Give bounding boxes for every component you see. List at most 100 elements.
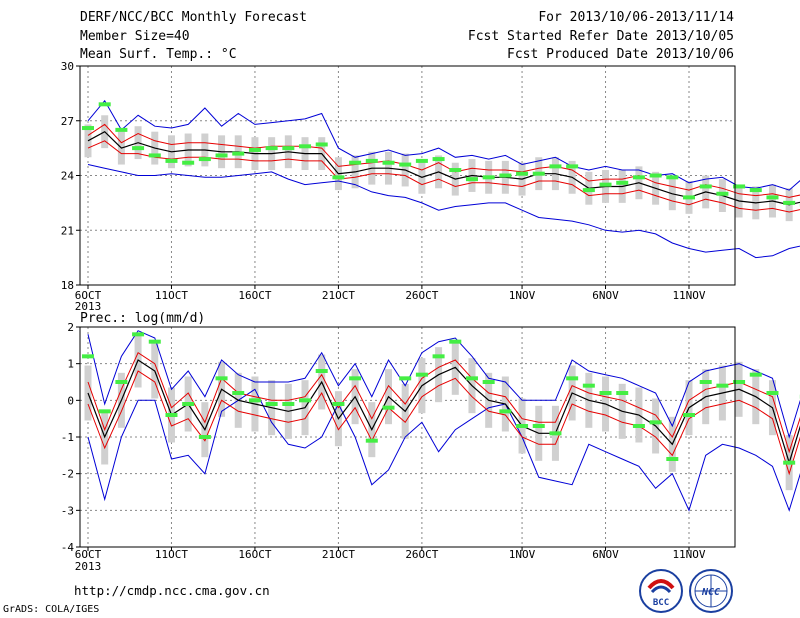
temp-xtick-label: 11NOV — [672, 289, 705, 302]
precip-marker — [382, 405, 395, 410]
precip-min-line — [87, 330, 800, 439]
temp-ytick-label: 21 — [61, 224, 74, 237]
temp-xtick-label: 21OCT — [322, 289, 355, 302]
temp-marker — [549, 164, 562, 169]
temp-marker — [282, 146, 295, 151]
temp-marker — [382, 160, 395, 165]
precip-marker — [766, 391, 779, 395]
temp-marker — [582, 188, 595, 193]
temp-marker — [132, 146, 145, 151]
precip-panel-title: Prec.: log(mm/d) — [80, 311, 206, 326]
temp-marker — [98, 102, 111, 107]
precip-marker — [399, 376, 412, 381]
figure-title: DERF/NCC/BCC Monthly Forecast — [80, 10, 307, 25]
precip-marker — [616, 391, 629, 395]
temp-marker — [165, 158, 178, 163]
temp-marker — [766, 195, 779, 200]
precip-xtick-label: 6NOV — [592, 548, 619, 561]
temp-marker — [599, 182, 612, 187]
temp-marker — [432, 157, 445, 162]
precip-marker — [582, 383, 595, 388]
precip-lower-line — [87, 370, 800, 476]
temp-marker — [299, 144, 312, 149]
precip-xtick-label: 1NOV — [509, 548, 536, 561]
precip-ytick-label: 0 — [67, 394, 74, 407]
temp-xtick-label: 1NOV — [509, 289, 536, 302]
temp-marker — [399, 162, 412, 167]
temp-ytick-label: 18 — [61, 279, 74, 292]
bcc-logo: BCC — [639, 569, 683, 613]
temp-xtick-label: 16OCT — [238, 289, 271, 302]
temp-marker — [666, 175, 679, 180]
precip-marker — [282, 402, 295, 406]
precip-marker — [683, 413, 695, 417]
temp-xtick-label: 11OCT — [155, 289, 188, 302]
precip-marker — [549, 431, 562, 436]
temp-marker — [616, 180, 629, 185]
precip-xtick-label: 21OCT — [322, 548, 355, 561]
precip-marker — [449, 339, 462, 344]
temp-marker — [566, 164, 579, 169]
temp-marker — [198, 157, 211, 162]
grads-credit: GrADS: COLA/IGES — [3, 604, 100, 615]
temp-marker — [332, 175, 345, 180]
precip-ytick-label: -1 — [61, 431, 74, 444]
precip-marker — [265, 402, 278, 406]
precip-marker — [115, 380, 128, 384]
temp-marker — [649, 173, 662, 178]
precip-marker — [248, 398, 261, 403]
temp-marker — [415, 158, 428, 163]
temp-marker — [265, 146, 278, 151]
precip-marker — [699, 380, 712, 384]
precip-marker — [415, 372, 428, 377]
precip-marker — [733, 380, 746, 384]
temp-ytick-label: 24 — [61, 170, 75, 183]
precip-marker — [215, 376, 228, 381]
precip-marker — [499, 409, 512, 414]
precip-xtick-label: 11OCT — [155, 548, 188, 561]
temp-min-line — [87, 99, 800, 191]
precip-marker — [749, 372, 762, 377]
precip-marker — [98, 409, 111, 414]
temp-marker — [82, 126, 94, 131]
precip-marker — [132, 332, 145, 337]
precip-marker — [482, 380, 495, 384]
precip-marker — [783, 460, 796, 465]
precip-marker — [182, 402, 195, 406]
temp-ytick-label: 27 — [61, 115, 74, 128]
temp-marker — [499, 173, 512, 178]
temp-marker — [482, 175, 495, 180]
started-date: Fcst Started Refer Date 2013/10/05 — [467, 29, 734, 44]
temp-marker — [632, 175, 645, 180]
precip-marker — [315, 369, 328, 373]
temp-marker — [699, 184, 712, 189]
temp-xtick-label: 6OCT — [75, 289, 102, 302]
produced-date: Fcst Produced Date 2013/10/06 — [507, 47, 734, 62]
precip-ytick-label: 1 — [67, 358, 74, 371]
temp-marker — [783, 200, 796, 205]
precip-max-line — [87, 388, 800, 512]
temp-max-line — [87, 164, 800, 259]
precip-marker — [649, 420, 662, 425]
precip-ytick-label: -4 — [61, 541, 75, 554]
temp-marker — [683, 195, 695, 200]
temp-marker — [349, 160, 362, 165]
temp-marker — [449, 168, 462, 173]
precip-mean-line — [87, 359, 800, 465]
forecast-period: For 2013/10/06-2013/11/14 — [538, 10, 734, 25]
temp-marker — [182, 160, 195, 165]
precip-xtick-label: 26OCT — [405, 548, 438, 561]
ncc-logo-text: NCC — [701, 587, 720, 598]
precip-marker — [632, 424, 645, 428]
temp-marker — [516, 171, 529, 176]
temp-marker — [232, 151, 245, 156]
precip-marker — [82, 354, 94, 359]
precip-marker — [532, 424, 545, 428]
precip-marker — [432, 354, 445, 359]
precip-marker — [365, 438, 378, 443]
temp-marker — [115, 127, 128, 132]
temp-ytick-label: 30 — [61, 60, 74, 73]
precip-marker — [165, 413, 178, 417]
